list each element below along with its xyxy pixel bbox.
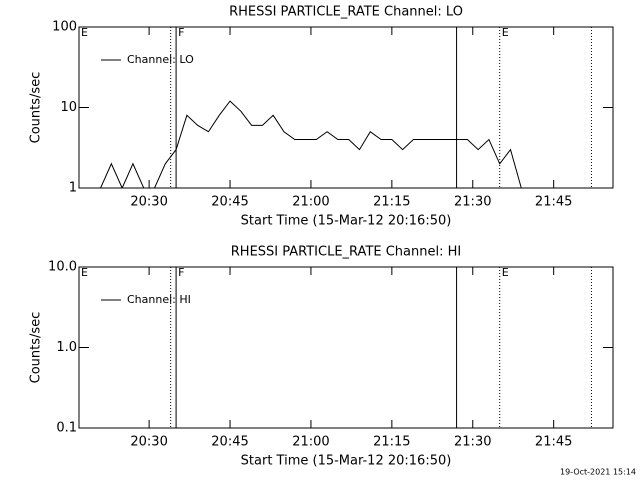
legend-label: Channel: HI [127, 293, 191, 306]
x-tick-label: 20:45 [211, 435, 248, 450]
flag-label: F [178, 26, 184, 39]
y-tick-label: 1 [69, 181, 77, 196]
x-tick-label: 21:00 [292, 435, 329, 450]
y-axis-label: Counts/sec [29, 312, 44, 384]
x-tick-label: 20:30 [130, 195, 167, 210]
y-tick-label: 100 [52, 20, 77, 35]
x-tick-label: 21:30 [454, 195, 491, 210]
x-tick-label: 20:45 [211, 195, 248, 210]
flag-label: F [178, 266, 184, 279]
data-line [79, 100, 608, 188]
x-axis-label: Start Time (15-Mar-12 20:16:50) [241, 454, 452, 469]
flag-label: E [81, 266, 88, 279]
x-tick-label: 21:45 [535, 195, 572, 210]
y-tick-label: 1.0 [56, 340, 77, 355]
x-tick-label: 21:15 [373, 195, 410, 210]
y-axis-label: Counts/sec [29, 72, 44, 144]
footer: 19-Oct-2021 15:14 [560, 468, 636, 477]
chart-title: RHESSI PARTICLE_RATE Channel: HI [231, 245, 461, 260]
legend-label: Channel: LO [127, 53, 194, 66]
flag-label: E [81, 26, 88, 39]
x-tick-label: 21:45 [535, 435, 572, 450]
chart-title: RHESSI PARTICLE_RATE Channel: LO [229, 5, 463, 20]
x-axis-label: Start Time (15-Mar-12 20:16:50) [241, 214, 452, 229]
y-tick-label: 10.0 [48, 260, 77, 275]
x-tick-label: 21:00 [292, 195, 329, 210]
x-tick-label: 21:15 [373, 435, 410, 450]
x-tick-label: 20:30 [130, 435, 167, 450]
y-tick-label: 10 [60, 100, 77, 115]
flag-label: E [502, 26, 509, 39]
flag-label: E [502, 266, 509, 279]
x-tick-label: 21:30 [454, 435, 491, 450]
y-tick-label: 0.1 [56, 421, 77, 436]
